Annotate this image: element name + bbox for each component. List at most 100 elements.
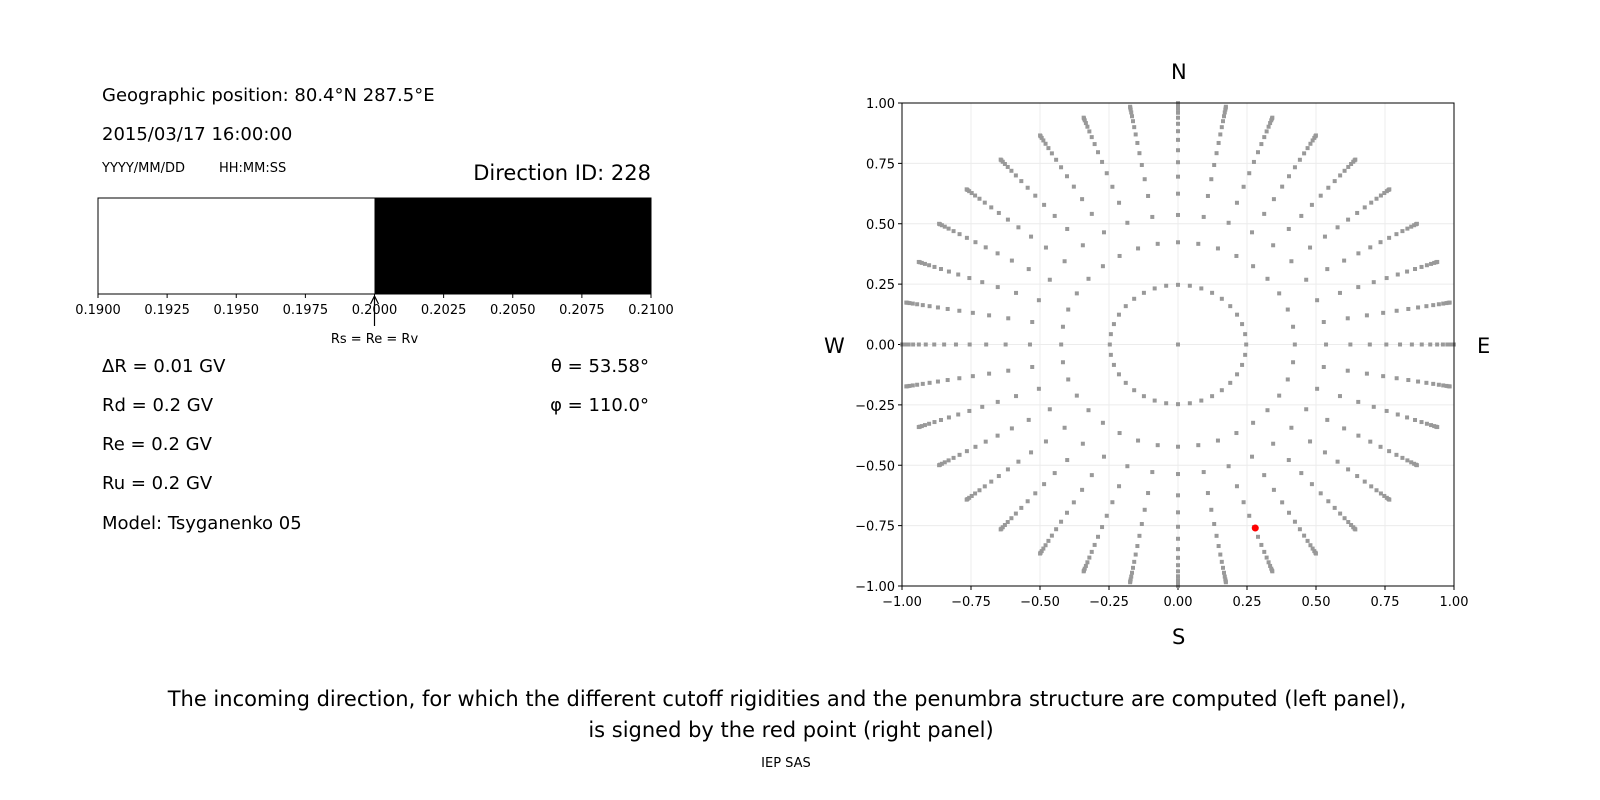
direction-point <box>1384 408 1389 413</box>
direction-point <box>1304 277 1309 282</box>
direction-point <box>1196 241 1201 246</box>
direction-point <box>1081 569 1086 574</box>
direction-point <box>1367 342 1372 347</box>
direction-point <box>1019 179 1024 184</box>
direction-point <box>1348 342 1353 347</box>
direction-point <box>1196 443 1201 448</box>
x-tick-label: 0.00 <box>1164 595 1193 610</box>
direction-point <box>1223 104 1228 109</box>
direction-point <box>1221 114 1226 119</box>
direction-point <box>957 452 962 457</box>
direction-point <box>1142 177 1147 182</box>
bar-tick-label: 0.2025 <box>421 303 467 318</box>
direction-point <box>1270 569 1275 574</box>
direction-point <box>1445 342 1450 347</box>
direction-point <box>1139 522 1144 527</box>
direction-point <box>1146 193 1151 198</box>
direction-point <box>1074 393 1079 398</box>
direction-point <box>1371 280 1376 285</box>
direction-point <box>1199 398 1204 403</box>
direction-point <box>1342 258 1347 263</box>
direction-point <box>920 381 925 386</box>
direction-point <box>1431 303 1436 308</box>
direction-point <box>1128 104 1133 109</box>
x-tick-label: −1.00 <box>882 595 922 610</box>
direction-point <box>927 304 932 309</box>
direction-point <box>1255 150 1260 155</box>
direction-point <box>904 300 909 305</box>
direction-point <box>1287 174 1292 179</box>
direction-point <box>1150 470 1155 475</box>
direction-point <box>1089 135 1094 140</box>
direction-point <box>1108 332 1113 337</box>
direction-point <box>927 380 932 385</box>
bar-tick-label: 0.2100 <box>628 303 674 318</box>
direction-point <box>1218 132 1223 137</box>
direction-point <box>1136 438 1141 443</box>
direction-point <box>1137 533 1142 538</box>
direction-point <box>957 308 962 313</box>
direction-point <box>1264 555 1269 560</box>
direction-point <box>1250 230 1255 235</box>
direction-point <box>1364 371 1369 376</box>
param-theta: θ = 53.58° <box>550 356 649 377</box>
direction-point <box>1395 272 1400 277</box>
direction-point <box>1085 560 1090 565</box>
caption-line-1: The incoming direction, for which the di… <box>167 687 1407 711</box>
param-delta-r: ΔR = 0.01 GV <box>102 356 226 377</box>
direction-point <box>1041 546 1046 551</box>
direction-point <box>1277 393 1282 398</box>
direction-point <box>1071 500 1076 505</box>
direction-point <box>1086 408 1091 413</box>
direction-point <box>927 263 932 268</box>
direction-point <box>1356 433 1361 438</box>
direction-point <box>1043 439 1048 444</box>
direction-point <box>1247 171 1252 176</box>
direction-point <box>967 408 972 413</box>
direction-point <box>945 378 950 383</box>
direction-point <box>967 342 972 347</box>
direction-point <box>1065 226 1070 231</box>
direction-point <box>1441 383 1446 388</box>
direction-point <box>983 439 988 444</box>
direction-point <box>1308 439 1313 444</box>
direction-point <box>1066 377 1071 382</box>
direction-point <box>1059 165 1064 170</box>
direction-point <box>938 417 943 422</box>
direction-point <box>1424 380 1429 385</box>
direction-point <box>1309 202 1314 207</box>
y-tick-label: 0.25 <box>866 278 895 293</box>
direction-point <box>1176 106 1180 111</box>
direction-point <box>1025 499 1030 504</box>
direction-point <box>1176 240 1180 245</box>
direction-point <box>1130 114 1135 119</box>
direction-point <box>1009 258 1014 263</box>
direction-point <box>1219 388 1224 393</box>
direction-point <box>1104 171 1109 176</box>
direction-point <box>1005 217 1010 222</box>
direction-point <box>1240 322 1245 327</box>
direction-point <box>1262 473 1267 478</box>
direction-point <box>1368 439 1373 444</box>
time-format: HH:MM:SS <box>219 161 287 176</box>
bar-tick-label: 0.1925 <box>144 303 190 318</box>
direction-point <box>915 302 920 307</box>
direction-point <box>1381 374 1386 379</box>
y-tick-label: 0.75 <box>866 157 895 172</box>
direction-point <box>1176 472 1180 477</box>
direction-point <box>1116 372 1121 377</box>
direction-point <box>1325 417 1330 422</box>
geo-position: Geographic position: 80.4°N 287.5°E <box>102 85 435 106</box>
direction-point <box>1052 213 1057 218</box>
direction-point <box>1030 320 1035 325</box>
direction-point <box>1355 210 1360 215</box>
direction-point <box>1243 332 1248 337</box>
direction-point <box>1435 259 1440 264</box>
direction-point <box>964 235 969 240</box>
direction-point <box>1345 316 1350 321</box>
direction-point <box>1221 119 1226 124</box>
direction-point <box>957 232 962 237</box>
direction-point <box>1432 424 1437 429</box>
y-tick-label: 0.00 <box>866 339 895 354</box>
direction-point <box>1041 138 1046 143</box>
